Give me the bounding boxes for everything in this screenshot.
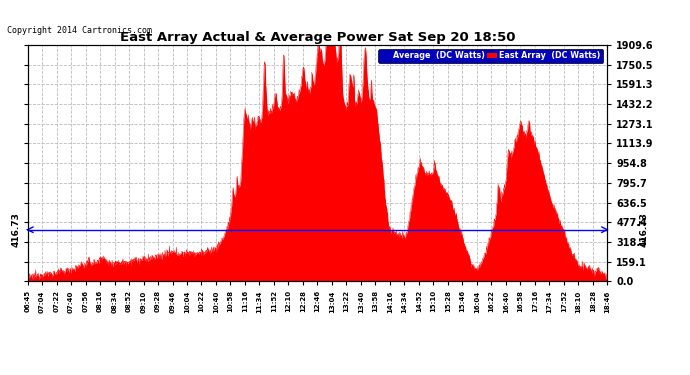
Text: Copyright 2014 Cartronics.com: Copyright 2014 Cartronics.com	[7, 26, 152, 35]
Text: 416.73: 416.73	[639, 212, 648, 247]
Legend: Average  (DC Watts), East Array  (DC Watts): Average (DC Watts), East Array (DC Watts…	[378, 49, 603, 63]
Title: East Array Actual & Average Power Sat Sep 20 18:50: East Array Actual & Average Power Sat Se…	[119, 31, 515, 44]
Text: 416.73: 416.73	[12, 212, 21, 247]
